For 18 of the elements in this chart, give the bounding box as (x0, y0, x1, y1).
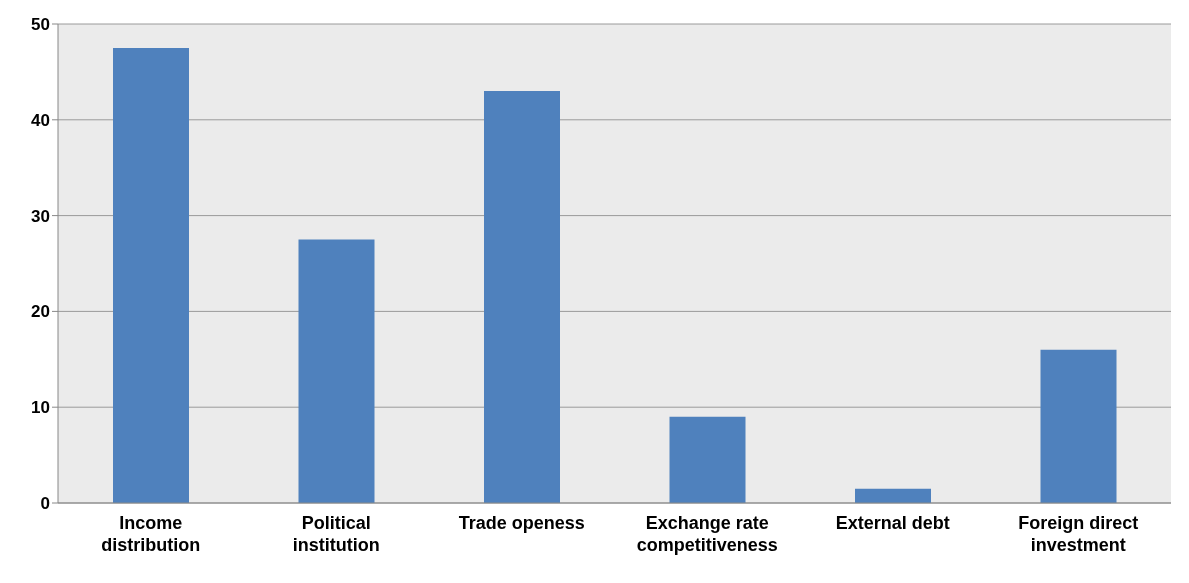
y-tick-label: 0 (40, 494, 50, 514)
bar (855, 488, 931, 503)
y-tick-label: 50 (31, 15, 50, 35)
y-tick-label: 40 (31, 110, 50, 130)
x-tick-label: Exchange rate competitiveness (636, 513, 778, 555)
x-tick-label: External debt (835, 513, 950, 533)
x-tick-label: Trade openess (458, 513, 585, 533)
bar (669, 416, 746, 503)
y-tick-label: 10 (31, 398, 50, 418)
x-tick-label: Political institution (292, 513, 380, 555)
bar (298, 239, 375, 503)
y-tick-label: 20 (31, 302, 50, 322)
bar (484, 91, 560, 503)
bar (1040, 349, 1117, 503)
y-tick-label: 30 (31, 206, 50, 226)
x-tick-label: Foreign direct investment (1018, 513, 1139, 555)
x-tick-label: Income distribution (101, 513, 201, 555)
bar (113, 47, 189, 503)
